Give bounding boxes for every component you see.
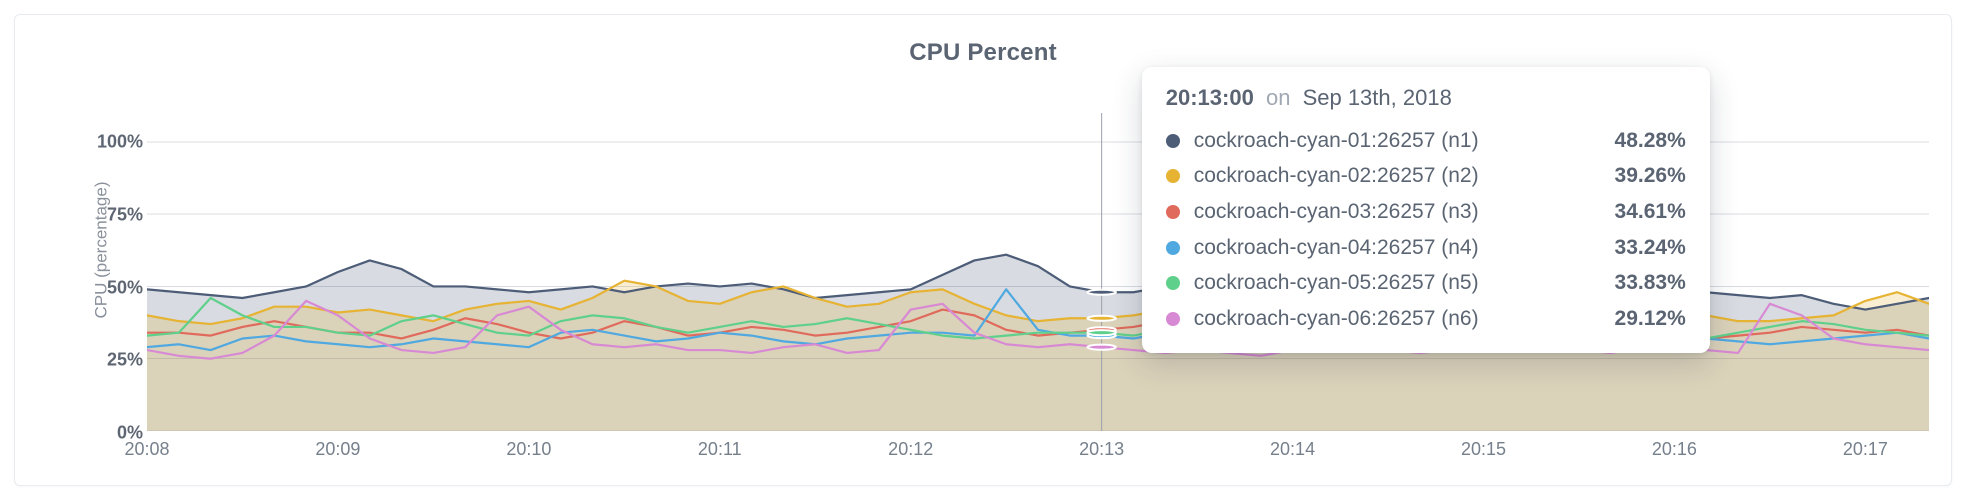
x-tick-label: 20:11	[698, 439, 742, 460]
tooltip-row: cockroach-cyan-02:26257 (n2) 39.26%	[1166, 158, 1686, 194]
series-label: cockroach-cyan-04:26257 (n4)	[1194, 230, 1589, 266]
x-tick-label: 20:12	[888, 439, 933, 460]
y-tick-label: 75%	[83, 204, 143, 225]
x-tick-label: 20:08	[124, 439, 169, 460]
series-value: 29.12%	[1615, 301, 1686, 337]
chart-title: CPU Percent	[15, 39, 1951, 67]
series-label: cockroach-cyan-02:26257 (n2)	[1194, 158, 1589, 194]
x-tick-label: 20:16	[1652, 439, 1697, 460]
tooltip-header: 20:13:00 on Sep 13th, 2018	[1166, 85, 1686, 111]
x-tick-label: 20:14	[1270, 439, 1315, 460]
x-ticks-layer: 20:0820:0920:1020:1120:1220:1320:1420:15…	[147, 439, 1929, 467]
tooltip-row: cockroach-cyan-04:26257 (n4) 33.24%	[1166, 230, 1686, 266]
series-value: 39.26%	[1615, 158, 1686, 194]
series-color-dot	[1166, 134, 1180, 148]
series-label: cockroach-cyan-05:26257 (n5)	[1194, 265, 1589, 301]
x-tick-label: 20:09	[315, 439, 360, 460]
series-value: 33.24%	[1615, 230, 1686, 266]
tooltip-time: 20:13:00	[1166, 85, 1254, 110]
series-value: 34.61%	[1615, 194, 1686, 230]
tooltip-row: cockroach-cyan-01:26257 (n1) 48.28%	[1166, 123, 1686, 159]
x-tick-label: 20:17	[1843, 439, 1888, 460]
series-color-dot	[1166, 169, 1180, 183]
series-color-dot	[1166, 312, 1180, 326]
tooltip-on-word: on	[1266, 85, 1290, 110]
series-value: 33.83%	[1615, 265, 1686, 301]
x-tick-label: 20:15	[1461, 439, 1506, 460]
series-color-dot	[1166, 205, 1180, 219]
tooltip-row: cockroach-cyan-05:26257 (n5) 33.83%	[1166, 265, 1686, 301]
x-tick-label: 20:10	[506, 439, 551, 460]
series-label: cockroach-cyan-03:26257 (n3)	[1194, 194, 1589, 230]
series-color-dot	[1166, 241, 1180, 255]
x-tick-label: 20:13	[1079, 439, 1124, 460]
y-tick-label: 50%	[83, 277, 143, 298]
series-color-dot	[1166, 276, 1180, 290]
chart-card: CPU Percent CPU (percentage) 0%25%50%75%…	[14, 14, 1952, 486]
series-label: cockroach-cyan-06:26257 (n6)	[1194, 301, 1589, 337]
hover-tooltip: 20:13:00 on Sep 13th, 2018 cockroach-cya…	[1142, 67, 1710, 353]
series-value: 48.28%	[1615, 123, 1686, 159]
tooltip-date: Sep 13th, 2018	[1303, 85, 1452, 110]
y-tick-label: 100%	[83, 132, 143, 153]
tooltip-row: cockroach-cyan-03:26257 (n3) 34.61%	[1166, 194, 1686, 230]
tooltip-rows: cockroach-cyan-01:26257 (n1)48.28%cockro…	[1166, 123, 1686, 337]
y-tick-label: 25%	[83, 350, 143, 371]
tooltip-row: cockroach-cyan-06:26257 (n6) 29.12%	[1166, 301, 1686, 337]
series-label: cockroach-cyan-01:26257 (n1)	[1194, 123, 1589, 159]
